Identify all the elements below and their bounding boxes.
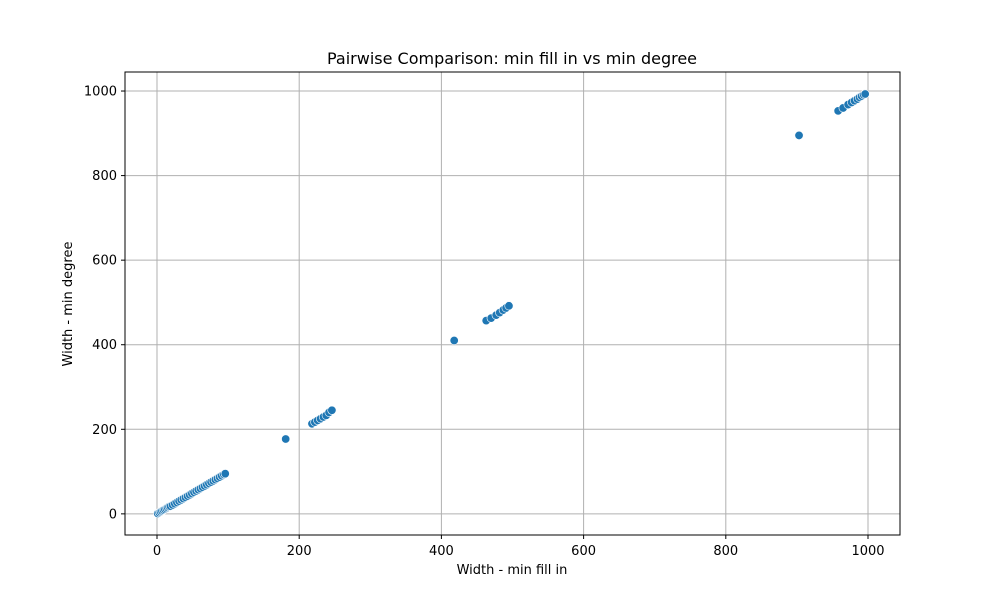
data-point [220, 469, 230, 479]
y-tick-label: 1000 [84, 85, 117, 100]
plot-frame [124, 71, 901, 536]
x-tick-label: 1000 [851, 544, 884, 559]
y-tick-label: 400 [92, 338, 117, 353]
x-tick-label: 0 [153, 544, 161, 559]
x-axis-ticks: 0 200 400 600 800 1000 [153, 535, 885, 559]
grid-lines [125, 72, 900, 535]
x-axis-label: Width - min fill in [457, 563, 568, 578]
data-point [281, 434, 291, 444]
y-tick-label: 800 [92, 169, 117, 184]
data-points [153, 89, 870, 518]
data-point [794, 130, 804, 140]
chart-title: Pairwise Comparison: min fill in vs min … [327, 49, 697, 68]
y-tick-label: 200 [92, 423, 117, 438]
y-tick-label: 600 [92, 254, 117, 269]
data-point [860, 89, 870, 99]
data-point [327, 405, 337, 415]
y-tick-label: 0 [109, 507, 117, 522]
x-tick-label: 400 [429, 544, 454, 559]
data-point [504, 301, 514, 311]
data-point [449, 335, 459, 345]
x-tick-label: 800 [713, 544, 738, 559]
y-axis-label: Width - min degree [61, 242, 76, 367]
y-axis-ticks: 0 200 400 600 800 1000 [84, 85, 125, 522]
x-tick-label: 600 [571, 544, 596, 559]
x-tick-label: 200 [287, 544, 312, 559]
